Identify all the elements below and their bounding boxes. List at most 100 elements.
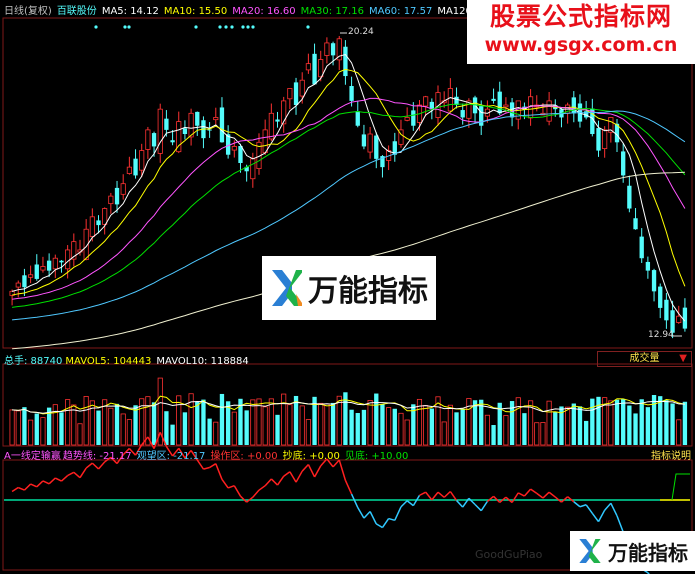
volume-bar bbox=[565, 406, 571, 446]
trend-line-segment bbox=[412, 494, 421, 507]
trend-line-segment bbox=[270, 478, 279, 486]
candle bbox=[15, 282, 21, 288]
candle bbox=[466, 100, 472, 119]
trend-line-segment bbox=[585, 504, 593, 514]
trend-line-segment bbox=[178, 447, 186, 459]
trend-line-segment bbox=[406, 500, 414, 507]
candle bbox=[299, 79, 305, 97]
candle bbox=[22, 275, 27, 288]
trend-line-segment bbox=[258, 485, 266, 491]
volume-bar bbox=[108, 407, 114, 446]
signal-dot bbox=[94, 25, 98, 29]
trend-line-segment bbox=[48, 477, 56, 485]
candle bbox=[429, 101, 434, 110]
candle bbox=[238, 146, 243, 163]
volume-bar bbox=[219, 393, 225, 445]
trend-line-segment bbox=[73, 471, 81, 479]
logo-text: 万能指标 bbox=[308, 274, 428, 309]
volume-bar bbox=[305, 419, 311, 446]
mavol5-line bbox=[12, 395, 686, 415]
trend-line-segment bbox=[419, 491, 427, 497]
candle bbox=[367, 133, 373, 153]
trend-line-segment bbox=[141, 436, 149, 446]
volume-bar bbox=[614, 399, 620, 445]
volume-bar bbox=[682, 401, 688, 445]
volume-bar bbox=[639, 399, 644, 445]
volume-bar bbox=[157, 377, 163, 446]
signal-dot bbox=[230, 25, 234, 29]
candle bbox=[195, 111, 200, 126]
trend-line-segment bbox=[30, 483, 38, 488]
volume-bar bbox=[583, 420, 589, 445]
trend-line-segment bbox=[36, 480, 44, 488]
volume-bar bbox=[40, 417, 46, 446]
candle bbox=[676, 315, 682, 323]
candle bbox=[645, 261, 651, 271]
volume-bar bbox=[392, 408, 397, 445]
signal-dot bbox=[251, 25, 255, 29]
volume-bar bbox=[312, 396, 317, 445]
volume-bar bbox=[225, 401, 231, 445]
volume-bar bbox=[299, 405, 305, 446]
candle bbox=[497, 91, 502, 114]
ma30-line bbox=[12, 103, 686, 308]
indicator-select[interactable]: 成交量 ▼ bbox=[597, 351, 692, 367]
trend-line-segment bbox=[338, 459, 347, 481]
candle bbox=[633, 218, 638, 230]
candle bbox=[275, 119, 280, 122]
trend-line-segment bbox=[165, 446, 174, 457]
candle bbox=[133, 158, 138, 176]
candle bbox=[503, 104, 509, 108]
trend-line-segment bbox=[511, 492, 519, 503]
volume-bar bbox=[608, 400, 614, 446]
candle bbox=[219, 107, 225, 143]
trend-line-segment bbox=[128, 447, 137, 456]
volume-bar bbox=[664, 400, 669, 445]
candle bbox=[627, 185, 632, 209]
signal-dot bbox=[241, 25, 245, 29]
volume-bar bbox=[145, 396, 151, 446]
volume-bar bbox=[503, 415, 509, 446]
trend-line-segment bbox=[610, 502, 618, 517]
volume-bar bbox=[546, 400, 552, 446]
bottom-buy-value: 抄底: +0.00 bbox=[282, 451, 340, 462]
trend-line-segment bbox=[369, 511, 377, 525]
trend-line-segment bbox=[184, 449, 192, 459]
signal-dot bbox=[246, 25, 250, 29]
trend-line-segment bbox=[215, 463, 223, 480]
indicator-help-link[interactable]: 指标说明 bbox=[651, 451, 691, 462]
volume-bar bbox=[96, 410, 101, 445]
trend-line-segment bbox=[573, 501, 581, 508]
volume-bar bbox=[9, 409, 15, 446]
dropdown-arrow-icon: ▼ bbox=[679, 353, 687, 364]
trend-line-segment bbox=[554, 496, 562, 503]
volume-bar bbox=[238, 398, 243, 445]
volume-bar bbox=[231, 411, 237, 446]
trend-line-segment bbox=[394, 506, 402, 521]
trend-line-segment bbox=[246, 496, 254, 503]
candle bbox=[361, 134, 367, 147]
volume-bar bbox=[374, 393, 379, 445]
volume-bar bbox=[651, 395, 657, 445]
volume-bar bbox=[71, 404, 77, 446]
volume-bar bbox=[126, 419, 132, 446]
candle bbox=[114, 187, 120, 205]
mavol10-line bbox=[12, 400, 685, 414]
volume-bar bbox=[596, 396, 601, 445]
candle bbox=[164, 118, 169, 130]
trend-line-segment bbox=[134, 444, 143, 456]
volume-bar bbox=[484, 414, 490, 446]
candle bbox=[435, 92, 441, 118]
trend-line-segment bbox=[104, 456, 112, 463]
candle bbox=[374, 135, 379, 159]
ma5-value: MA5: 14.12 bbox=[101, 6, 159, 17]
price-panel-frame bbox=[2, 17, 693, 349]
trend-line-segment bbox=[54, 477, 62, 482]
volume-bar bbox=[188, 393, 194, 446]
period-label[interactable]: 日线(复权) bbox=[4, 6, 52, 17]
trend-line-segment bbox=[320, 458, 328, 467]
volume-bar bbox=[170, 424, 175, 445]
candle bbox=[262, 129, 268, 154]
candle bbox=[460, 110, 465, 118]
